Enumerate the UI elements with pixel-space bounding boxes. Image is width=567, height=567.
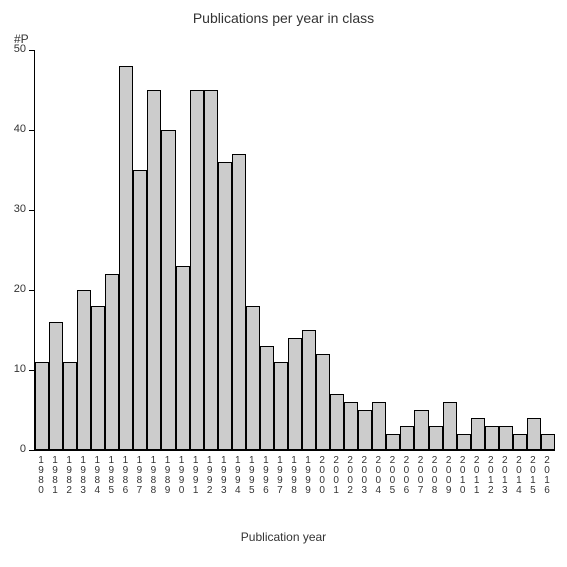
x-tick-label: 2000 [317, 456, 327, 496]
bar [246, 306, 260, 450]
y-tick-label: 50 [4, 43, 26, 55]
bar [330, 394, 344, 450]
bar [49, 322, 63, 450]
bar [443, 402, 457, 450]
x-tick-label: 1997 [275, 456, 285, 496]
bar [541, 434, 555, 450]
x-tick-label: 2004 [373, 456, 383, 496]
x-tick-label: 2013 [500, 456, 510, 496]
bar [260, 346, 274, 450]
x-tick-label: 1986 [120, 456, 130, 496]
x-tick-label: 1995 [247, 456, 257, 496]
bar [133, 170, 147, 450]
y-tick-label: 0 [4, 443, 26, 455]
x-tick-label: 2016 [542, 456, 552, 496]
bar [429, 426, 443, 450]
x-tick-label: 2014 [514, 456, 524, 496]
bar [204, 90, 218, 450]
y-tick [29, 370, 34, 371]
bar [274, 362, 288, 450]
x-tick-label: 1992 [205, 456, 215, 496]
x-tick-label: 1985 [106, 456, 116, 496]
x-tick-label: 1996 [261, 456, 271, 496]
y-tick-label: 10 [4, 363, 26, 375]
bar [232, 154, 246, 450]
x-tick-label: 2005 [387, 456, 397, 496]
bar [35, 362, 49, 450]
bar [358, 410, 372, 450]
x-tick-label: 1980 [36, 456, 46, 496]
bar [288, 338, 302, 450]
bar [513, 434, 527, 450]
chart-title: Publications per year in class [0, 10, 567, 26]
x-tick-label: 2003 [359, 456, 369, 496]
x-tick-label: 1994 [233, 456, 243, 496]
bar [190, 90, 204, 450]
x-tick-label: 2007 [415, 456, 425, 496]
chart-container: Publications per year in class #P Public… [0, 0, 567, 567]
bar [63, 362, 77, 450]
x-tick-label: 1998 [289, 456, 299, 496]
bar [485, 426, 499, 450]
y-tick [29, 450, 34, 451]
x-axis-label: Publication year [0, 530, 567, 544]
x-tick-label: 2015 [528, 456, 538, 496]
x-tick-label: 1988 [148, 456, 158, 496]
bar [77, 290, 91, 450]
bar [218, 162, 232, 450]
x-tick-label: 1981 [50, 456, 60, 496]
x-tick-label: 1983 [78, 456, 88, 496]
y-tick-label: 30 [4, 203, 26, 215]
bar [91, 306, 105, 450]
bar [457, 434, 471, 450]
bar [316, 354, 330, 450]
x-tick-label: 2011 [472, 456, 482, 496]
x-tick-label: 1989 [163, 456, 173, 496]
y-tick [29, 290, 34, 291]
y-tick [29, 50, 34, 51]
bar [372, 402, 386, 450]
x-tick-label: 2010 [458, 456, 468, 496]
x-tick-label: 2001 [331, 456, 341, 496]
y-tick [29, 130, 34, 131]
bar [386, 434, 400, 450]
x-tick-label: 1990 [177, 456, 187, 496]
bar [414, 410, 428, 450]
y-tick [29, 210, 34, 211]
bar [400, 426, 414, 450]
plot-area [34, 50, 555, 451]
bar [176, 266, 190, 450]
x-tick-label: 1987 [134, 456, 144, 496]
x-tick-label: 1993 [219, 456, 229, 496]
bar [105, 274, 119, 450]
bar [344, 402, 358, 450]
x-tick-label: 1982 [64, 456, 74, 496]
x-tick-label: 1999 [303, 456, 313, 496]
x-tick-label: 1984 [92, 456, 102, 496]
y-tick-label: 40 [4, 123, 26, 135]
bar [471, 418, 485, 450]
bar [161, 130, 175, 450]
x-tick-label: 2012 [486, 456, 496, 496]
bar [527, 418, 541, 450]
x-tick-label: 2006 [401, 456, 411, 496]
bar [147, 90, 161, 450]
bar [119, 66, 133, 450]
x-tick-label: 1991 [191, 456, 201, 496]
x-tick-label: 2008 [430, 456, 440, 496]
bar [499, 426, 513, 450]
bar [302, 330, 316, 450]
y-tick-label: 20 [4, 283, 26, 295]
x-tick-label: 2009 [444, 456, 454, 496]
x-tick-label: 2002 [345, 456, 355, 496]
